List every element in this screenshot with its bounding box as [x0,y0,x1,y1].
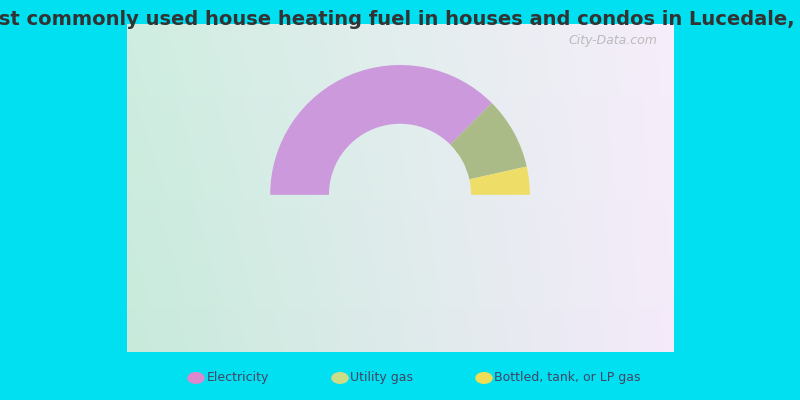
Text: Utility gas: Utility gas [350,372,414,384]
Text: City-Data.com: City-Data.com [568,34,657,47]
Text: Bottled, tank, or LP gas: Bottled, tank, or LP gas [494,372,641,384]
Text: Most commonly used house heating fuel in houses and condos in Lucedale, MS: Most commonly used house heating fuel in… [0,10,800,29]
Wedge shape [470,166,530,195]
Text: Electricity: Electricity [206,372,269,384]
Wedge shape [450,103,526,179]
Wedge shape [270,65,492,195]
